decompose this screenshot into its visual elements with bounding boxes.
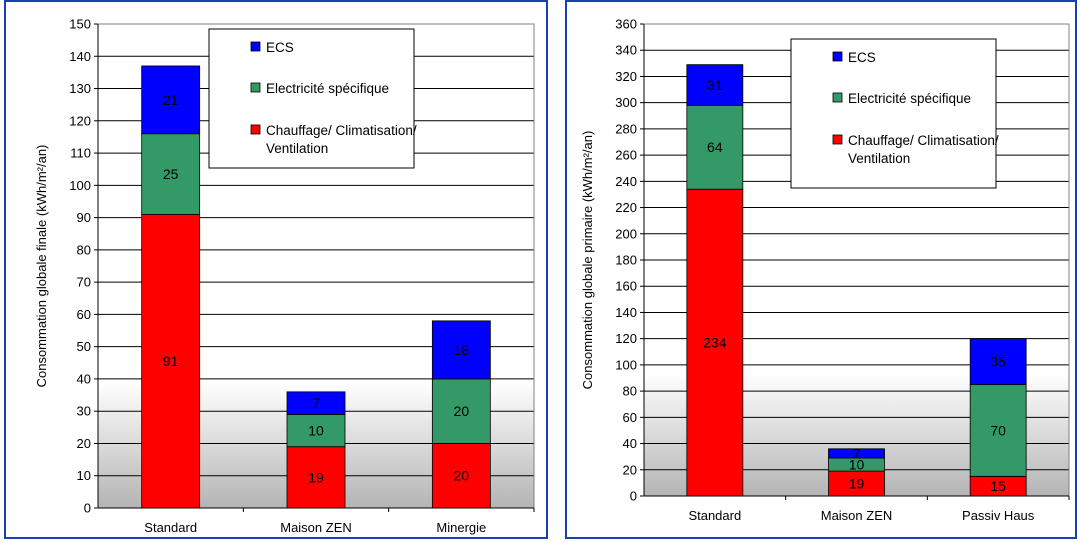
data-label: 19 [308,469,324,485]
y-tick-label: 150 [69,17,91,32]
y-tick-label: 10 [77,468,91,483]
y-tick-label: 320 [615,69,637,84]
legend-label: Ventilation [266,141,328,156]
y-tick-label: 40 [77,371,91,386]
y-tick-label: 200 [615,226,637,241]
bar-segment [286,446,346,509]
y-tick-label: 60 [77,307,91,322]
y-tick-label: 130 [69,81,91,96]
legend-label: Electricité spécifique [848,91,971,106]
y-tick-label: 220 [615,200,637,215]
legend-swatch [250,41,261,52]
legend-label: Chauffage/ Climatisation/ [266,123,417,138]
x-tick-label: Passiv Haus [962,508,1035,523]
data-label: 25 [163,166,179,182]
chart-final-consumption: 0 10 20 30 40 50 60 70 80 90 100 110 120 130 140 150 Con… [34,17,535,535]
y-tick-label: 100 [615,357,637,372]
y-tick-label: 20 [77,436,91,451]
y-tick-label: 100 [69,178,91,193]
y-tick-label: 70 [77,275,91,290]
data-label: 7 [312,395,320,411]
y-axis-label: Consommation globale primaire (kWh/m²/an… [580,131,595,390]
bar-segment [431,378,491,444]
y-tick-label: 180 [615,253,637,268]
legend-swatch [250,124,261,135]
y-tick-label: 80 [77,242,91,257]
data-label: 35 [990,354,1006,370]
data-label: 19 [849,476,865,492]
legend-swatch [832,134,843,145]
y-tick-label: 60 [623,410,637,425]
y-tick-label: 110 [70,146,91,161]
y-tick-label: 90 [77,210,91,225]
y-tick-label: 0 [630,489,637,504]
bar-segment [141,65,201,135]
x-tick-label: Maison ZEN [280,520,352,535]
y-tick-label: 40 [623,436,637,451]
bar-segment [686,64,744,106]
legend-box [208,28,415,169]
data-label: 31 [707,77,723,93]
bar-segment [141,213,201,509]
y-tick-label: 340 [615,43,637,58]
data-label: 18 [454,342,470,358]
legend-swatch [250,82,261,93]
legend-swatch [832,92,843,103]
y-axis-label: Consommation globale finale (kWh/m²/an) [34,145,49,388]
data-label: 7 [853,445,861,461]
legend-box [790,38,997,189]
bar-segment [286,414,346,448]
data-label: 20 [454,403,470,419]
bar-segment [969,338,1027,385]
y-tick-label: 20 [623,462,637,477]
legend-label: Electricité spécifique [266,81,389,96]
y-tick-label: 300 [615,95,637,110]
data-label: 91 [163,353,179,369]
bar-segment [431,443,491,509]
x-tick-label: Standard [144,520,197,535]
y-tick-label: 280 [615,121,637,136]
bar-segment [431,320,491,380]
legend-label: Chauffage/ Climatisation/ [848,133,999,148]
y-tick-label: 120 [69,113,91,128]
data-label: 21 [163,92,179,108]
data-label: 10 [308,423,324,439]
data-label: 70 [990,422,1006,438]
y-tick-label: 120 [615,331,637,346]
y-tick-label: 80 [623,384,637,399]
x-tick-label: Maison ZEN [821,508,893,523]
legend-label: ECS [266,40,294,55]
y-tick-label: 50 [77,339,91,354]
y-tick-label: 30 [77,404,91,419]
bar-segment [828,470,885,497]
chart-panel-final: 0 10 20 30 40 50 60 70 80 90 100 110 120 130 140 150 Con… [4,0,548,539]
x-tick-label: Minergie [436,520,486,535]
data-label: 10 [849,457,865,473]
data-label: 64 [707,139,723,155]
data-label: 15 [990,478,1006,494]
bar-segment [969,384,1027,477]
data-label: 234 [703,335,727,351]
bar-segment [141,133,201,215]
chart-panel-primary: 0 20 40 60 80 100 120 140 160 180 200 220 240 260 280 3… [565,0,1077,539]
y-tick-label: 140 [615,305,637,320]
y-tick-label: 240 [615,174,637,189]
bar-segment [286,391,346,415]
bar-segment [828,448,885,459]
legend-swatch [832,51,843,62]
chart-primary-consumption: 0 20 40 60 80 100 120 140 160 180 200 220 240 260 280 3… [580,17,1070,523]
bar-segment [686,188,744,497]
y-tick-label: 0 [84,501,91,516]
y-tick-label: 260 [615,148,637,163]
legend-label: Ventilation [848,151,910,166]
y-tick-label: 140 [69,49,91,64]
y-tick-label: 160 [615,279,637,294]
data-label: 20 [454,468,470,484]
legend-label: ECS [848,50,876,65]
y-tick-label: 360 [615,17,637,32]
x-tick-label: Standard [688,508,741,523]
